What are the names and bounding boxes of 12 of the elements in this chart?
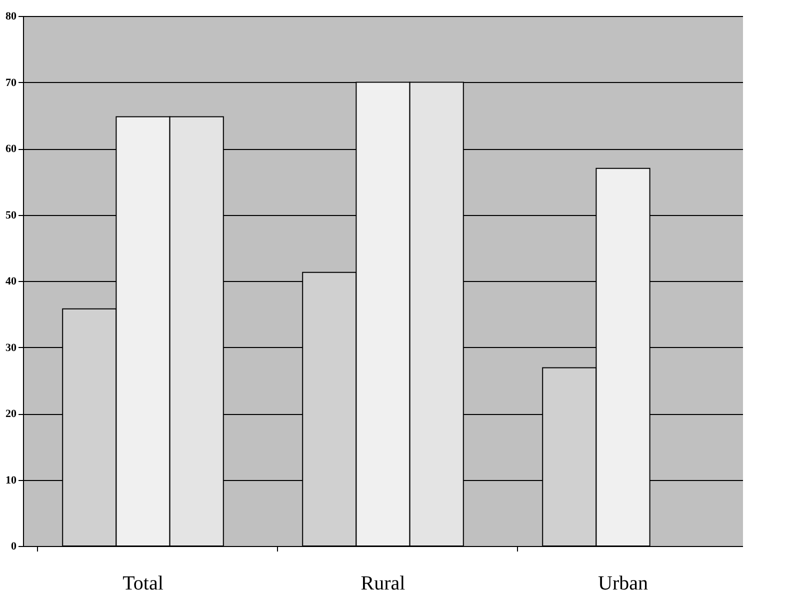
y-tick-label: 60	[6, 143, 17, 155]
y-tick-label: 70	[6, 76, 17, 89]
y-tick-label: 40	[6, 276, 17, 288]
y-tick-label: 30	[6, 342, 17, 354]
y-tick-label: 50	[6, 209, 17, 222]
x-tick-label: Rural	[360, 572, 406, 594]
y-tick-label: 0	[11, 540, 17, 552]
y-tick-label: 20	[6, 408, 17, 420]
y-tick-label: 10	[6, 474, 17, 486]
x-tick-label: Total	[122, 572, 164, 594]
y-tick-label: 80	[6, 10, 17, 22]
x-tick-label: Urban	[598, 572, 648, 594]
